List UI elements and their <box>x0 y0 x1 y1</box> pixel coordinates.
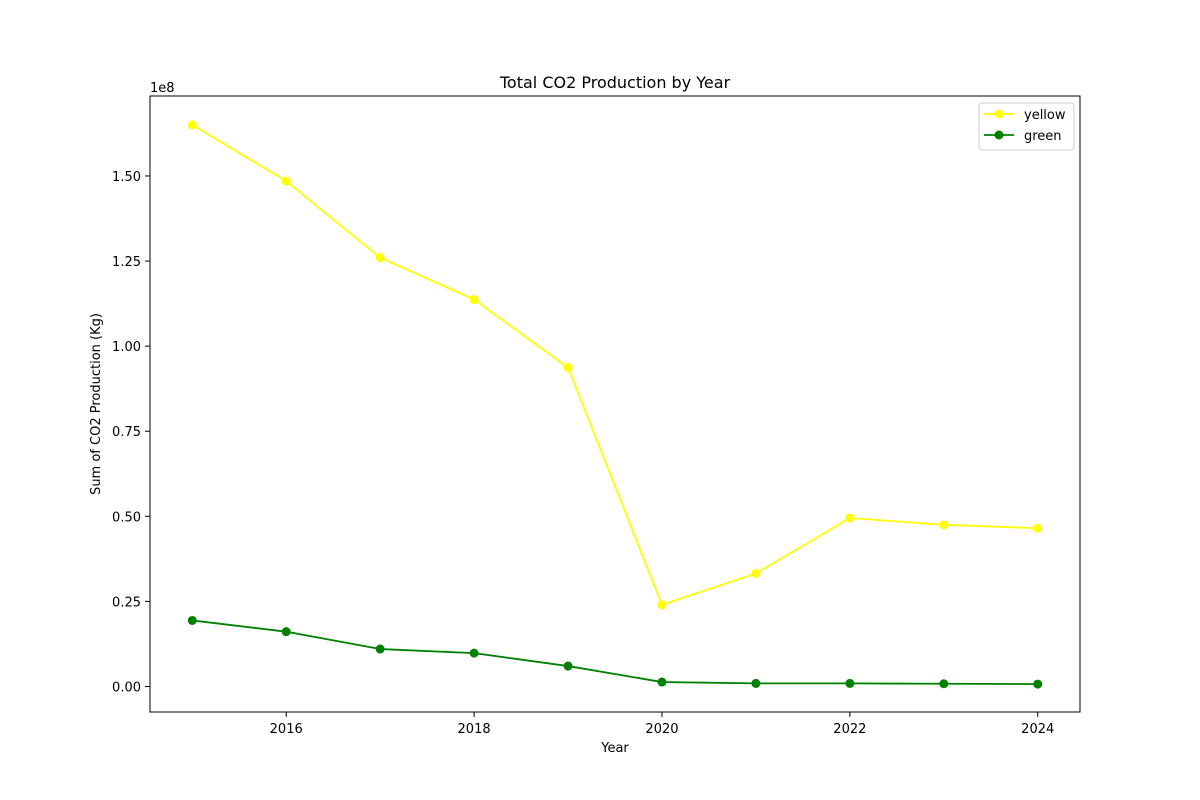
data-point-green <box>751 678 761 688</box>
chart-title: Total CO2 Production by Year <box>499 73 731 92</box>
data-point-green <box>375 644 385 654</box>
legend-swatch-marker <box>994 109 1004 119</box>
data-point-green <box>281 627 291 637</box>
data-point-yellow <box>281 176 291 186</box>
data-point-yellow <box>939 520 949 530</box>
data-point-yellow <box>751 568 761 578</box>
legend-label: yellow <box>1024 108 1066 123</box>
legend-swatch-marker <box>994 130 1004 140</box>
y-tick-label: 0.50 <box>112 510 141 525</box>
x-tick-label: 2020 <box>645 722 678 737</box>
data-point-green <box>657 677 667 687</box>
y-axis: 0.00 0.25 0.50 0.75 1.00 1.25 1.50 <box>112 170 150 695</box>
y-tick-label: 1.50 <box>112 170 141 185</box>
x-tick-label: 2018 <box>458 722 491 737</box>
data-point-green <box>845 678 855 688</box>
x-tick-label: 2022 <box>833 722 866 737</box>
data-point-yellow <box>845 513 855 523</box>
data-point-green <box>563 661 573 671</box>
data-point-yellow <box>187 120 197 130</box>
legend: yellow green <box>978 102 1075 151</box>
y-tick-label: 1.25 <box>112 255 141 270</box>
plot-area <box>187 120 1043 689</box>
data-point-yellow <box>469 295 479 305</box>
data-point-green <box>469 648 479 658</box>
y-axis-label: Sum of CO2 Production (Kg) <box>89 313 104 495</box>
legend-label: green <box>1024 129 1062 144</box>
x-axis-label: Year <box>600 741 629 756</box>
data-point-yellow <box>1033 523 1043 533</box>
y-tick-label: 0.00 <box>112 680 141 695</box>
data-point-yellow <box>657 600 667 610</box>
data-point-yellow <box>375 253 385 263</box>
y-tick-label: 0.25 <box>112 595 141 610</box>
y-tick-label: 1.00 <box>112 340 141 355</box>
x-tick-label: 2016 <box>270 722 303 737</box>
data-point-green <box>187 615 197 625</box>
x-tick-label: 2024 <box>1021 722 1054 737</box>
series-line-green <box>192 619 1038 685</box>
data-point-green <box>1033 679 1043 689</box>
series-line-yellow <box>191 124 1038 606</box>
plot-frame <box>149 95 1081 713</box>
y-tick-label: 0.75 <box>112 425 141 440</box>
x-axis: 2016 2018 2020 2022 2024 <box>270 712 1054 737</box>
y-offset-label: 1e8 <box>150 81 175 96</box>
data-point-yellow <box>563 363 573 373</box>
data-point-green <box>939 679 949 689</box>
